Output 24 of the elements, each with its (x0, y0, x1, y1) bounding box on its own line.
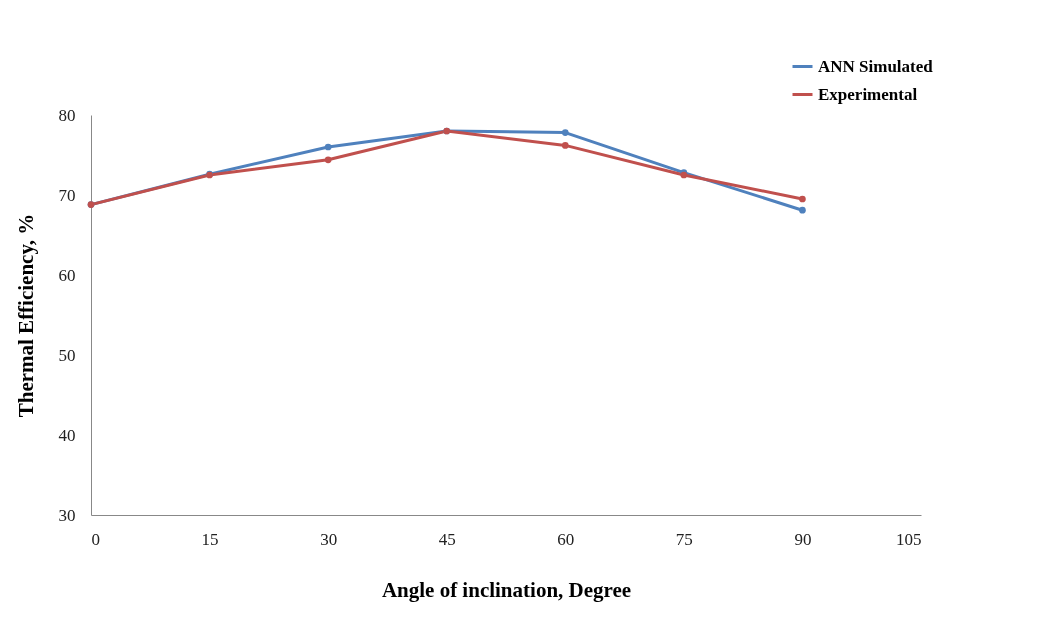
point (799, 206, 806, 214)
point (561, 129, 569, 136)
x-tick-label: 75 (675, 529, 693, 549)
y-tick-label: 70 (58, 185, 76, 205)
x-tick-label: 60 (557, 529, 575, 549)
x-tick-label: 90 (794, 529, 812, 549)
x-tick-label: 45 (438, 529, 456, 549)
point (324, 156, 332, 164)
y-tick-label: 40 (58, 425, 76, 445)
point (799, 195, 806, 203)
y-tick-label: 80 (58, 105, 76, 125)
x-axis-title: Angle of inclination, Degree (381, 577, 632, 602)
y-tick-label: 60 (58, 265, 76, 285)
y-tick-label: 30 (58, 505, 76, 525)
x-tick-label: 15 (201, 529, 219, 549)
legend-label: Experimental (818, 84, 918, 104)
x-tick-label: 0 (91, 529, 100, 549)
x-tick-label: 30 (320, 529, 338, 549)
point (561, 142, 569, 149)
y-axis-title: Thermal Efficiency, % (13, 213, 38, 418)
legend-label: ANN Simulated (818, 56, 934, 76)
x-tick-label: 105 (896, 529, 922, 549)
y-tick-label: 50 (58, 345, 76, 365)
point (324, 143, 332, 151)
